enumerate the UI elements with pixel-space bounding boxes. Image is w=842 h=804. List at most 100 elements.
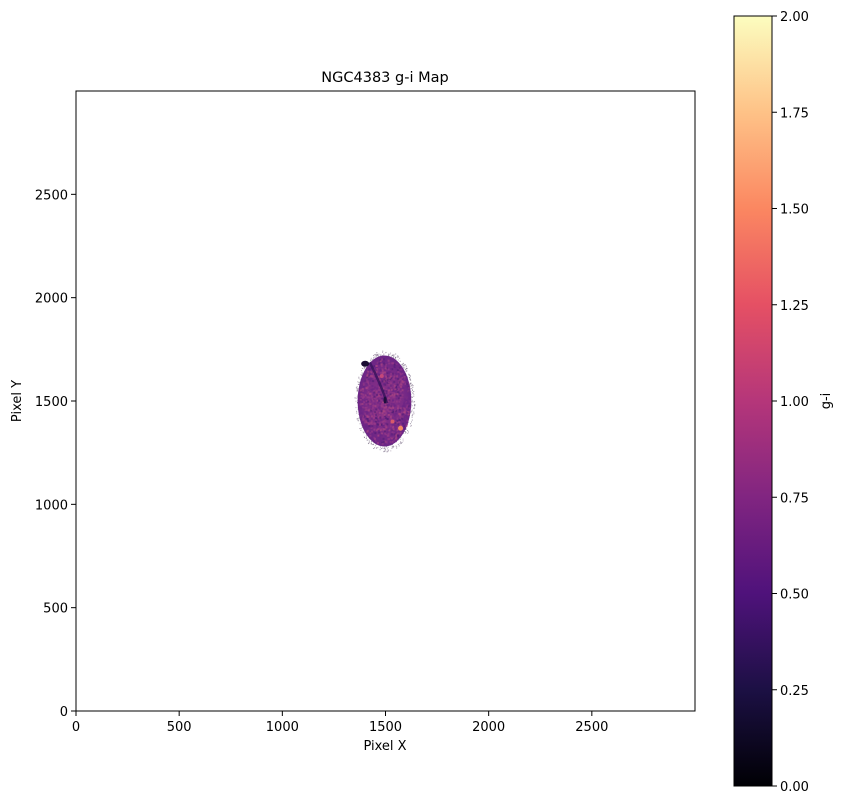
galaxy-texture [370, 418, 373, 421]
galaxy-texture [371, 398, 374, 401]
halo-speck [383, 446, 385, 448]
galaxy-texture [394, 404, 397, 407]
galaxy-texture [390, 414, 393, 417]
galaxy-texture [365, 421, 368, 424]
galaxy-texture [367, 378, 370, 381]
galaxy-texture [368, 415, 371, 418]
galaxy-texture [386, 406, 389, 409]
halo-speck [395, 356, 397, 358]
galaxy-texture [400, 381, 403, 384]
galaxy-texture [394, 365, 397, 368]
galaxy-texture [370, 377, 373, 380]
galaxy-texture [399, 394, 402, 397]
galaxy-texture [390, 439, 393, 442]
galaxy-texture [394, 437, 397, 440]
y-axis: 0 500 1000 1500 2000 2500 [35, 188, 76, 720]
galaxy-texture [383, 371, 386, 374]
galaxy-texture [385, 403, 388, 406]
galaxy-texture [382, 418, 385, 421]
galaxy-texture [401, 413, 404, 416]
halo-speck [412, 413, 414, 415]
halo-speck [365, 437, 367, 439]
galaxy-texture [378, 389, 381, 392]
galaxy-texture [391, 391, 394, 394]
galaxy-texture [363, 418, 366, 421]
galaxy-texture [382, 428, 385, 431]
galaxy-texture [393, 393, 396, 396]
galaxy-texture [375, 410, 378, 413]
galaxy-texture [373, 439, 376, 442]
galaxy-texture [390, 362, 393, 365]
galaxy-texture [388, 406, 391, 409]
halo-speck [361, 426, 363, 428]
halo-speck [400, 441, 402, 443]
galaxy-texture [365, 399, 368, 402]
galaxy-texture [378, 374, 381, 377]
galaxy-texture [384, 377, 387, 380]
galaxy-texture [396, 419, 399, 422]
galaxy-texture [377, 420, 380, 423]
galaxy-texture [399, 410, 402, 413]
halo-speck [363, 432, 365, 434]
y-tick-label: 2000 [35, 292, 68, 307]
galaxy-texture [380, 434, 383, 437]
galaxy-texture [396, 432, 399, 435]
galaxy-texture [379, 402, 382, 405]
halo-speck [356, 402, 358, 404]
galaxy-texture [370, 425, 373, 428]
galaxy-texture [396, 362, 399, 365]
galaxy-texture [398, 418, 401, 421]
galaxy-texture [368, 400, 371, 403]
halo-speck [391, 446, 393, 448]
galaxy-texture [395, 427, 398, 430]
galaxy-texture [375, 370, 378, 373]
halo-speck [414, 404, 416, 406]
halo-speck [410, 412, 412, 414]
galaxy-texture [384, 417, 387, 420]
galaxy-texture [370, 409, 373, 412]
galaxy-texture [377, 434, 380, 437]
colorbar-label: g-i [819, 393, 834, 410]
galaxy-texture [362, 383, 365, 386]
galaxy-texture [383, 405, 386, 408]
galaxy-texture [400, 374, 403, 377]
galaxy-texture [392, 403, 395, 406]
halo-speck [409, 375, 411, 377]
halo-speck [356, 390, 358, 392]
halo-speck [390, 355, 392, 357]
galaxy-texture [403, 381, 406, 384]
halo-speck [387, 354, 389, 356]
galaxy-texture [381, 408, 384, 411]
colorbar-axis: 0.00 0.25 0.50 0.75 1.00 1.25 1.50 1.75 2.00 [772, 10, 809, 795]
galaxy-texture [370, 396, 373, 399]
x-tick-label: 500 [167, 720, 192, 735]
galaxy-texture [361, 393, 364, 396]
galaxy-texture [391, 368, 394, 371]
galaxy-texture [390, 388, 393, 391]
galaxy-texture [366, 387, 369, 390]
halo-speck [377, 354, 379, 356]
galaxy-texture [391, 394, 394, 397]
halo-speck [357, 418, 359, 420]
galaxy-texture [366, 415, 369, 418]
galaxy-texture [389, 408, 392, 411]
galaxy-texture [372, 391, 375, 394]
halo-speck [354, 397, 356, 399]
galaxy-texture [407, 382, 410, 385]
galaxy-texture [377, 408, 380, 411]
galaxy-texture [379, 359, 382, 362]
y-tick-label: 0 [60, 705, 68, 720]
halo-speck [383, 450, 385, 452]
halo-speck [361, 367, 363, 369]
galaxy-texture [400, 407, 403, 410]
y-tick-label: 1500 [35, 395, 68, 410]
galaxy-texture [382, 383, 385, 386]
galaxy-texture [382, 437, 385, 440]
galaxy-texture [404, 413, 407, 416]
galaxy-texture [379, 435, 382, 438]
halo-speck [405, 370, 407, 372]
halo-speck [411, 410, 413, 412]
galaxy-texture [374, 378, 377, 381]
chart-title: NGC4383 g-i Map [321, 70, 448, 86]
halo-speck [408, 373, 410, 375]
